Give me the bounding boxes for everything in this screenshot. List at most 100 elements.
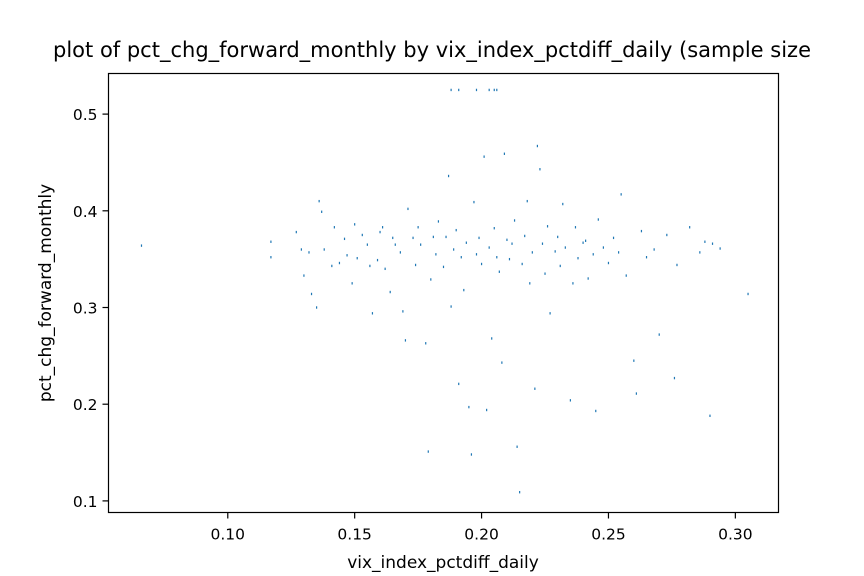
scatter-point bbox=[442, 265, 445, 269]
scatter-point bbox=[554, 250, 556, 253]
scatter-point bbox=[331, 264, 333, 268]
scatter-points bbox=[140, 88, 749, 494]
x-axis-ticks: 0.10 0.15 0.20 0.25 0.30 bbox=[211, 512, 753, 544]
scatter-point bbox=[321, 210, 323, 213]
scatter-point bbox=[618, 251, 620, 254]
scatter-point bbox=[666, 233, 668, 237]
scatter-point bbox=[399, 251, 401, 254]
scatter-point bbox=[458, 382, 460, 386]
scatter-point bbox=[354, 223, 356, 226]
scatter-point bbox=[521, 262, 523, 266]
scatter-point bbox=[747, 292, 749, 296]
scatter-point bbox=[376, 258, 379, 262]
scatter-point bbox=[425, 342, 427, 345]
scatter-point bbox=[640, 229, 643, 233]
scatter-point bbox=[658, 333, 660, 336]
scatter-point bbox=[458, 88, 460, 92]
x-tick-label: 0.20 bbox=[464, 526, 499, 544]
scatter-point bbox=[585, 239, 587, 242]
scatter-point bbox=[470, 453, 473, 456]
scatter-point bbox=[513, 219, 516, 222]
scatter-point bbox=[689, 226, 691, 229]
scatter-point bbox=[488, 246, 490, 249]
scatter-point bbox=[592, 253, 594, 256]
scatter-point bbox=[343, 237, 346, 241]
scatter-point bbox=[430, 278, 432, 281]
scatter-point bbox=[420, 243, 422, 246]
scatter-point bbox=[270, 240, 272, 243]
x-tick-label: 0.15 bbox=[337, 526, 372, 544]
scatter-point bbox=[711, 242, 714, 245]
scatter-point bbox=[381, 226, 384, 229]
scatter-point bbox=[526, 199, 528, 203]
scatter-point bbox=[414, 263, 417, 267]
scatter-point bbox=[633, 359, 635, 362]
scatter-point bbox=[351, 282, 353, 285]
scatter-point bbox=[478, 236, 480, 240]
scatter-point bbox=[534, 387, 536, 390]
scatter-point bbox=[432, 235, 434, 239]
scatter-point bbox=[333, 226, 335, 229]
scatter-point bbox=[371, 312, 374, 315]
scatter-point bbox=[607, 261, 610, 265]
scatter-point bbox=[445, 235, 447, 239]
scatter-point bbox=[447, 174, 450, 178]
scatter-point bbox=[602, 246, 604, 249]
scatter-point bbox=[468, 405, 470, 409]
plot-area-frame bbox=[107, 72, 780, 514]
scatter-point bbox=[270, 256, 272, 259]
x-tick-label: 0.30 bbox=[718, 526, 753, 544]
scatter-point bbox=[338, 261, 341, 265]
scatter-point bbox=[709, 414, 711, 417]
scatter-point bbox=[435, 253, 437, 256]
scatter-point bbox=[597, 218, 599, 221]
y-tick-label: 0.4 bbox=[73, 203, 98, 221]
scatter-point bbox=[392, 236, 394, 240]
scatter-point bbox=[384, 267, 386, 271]
scatter-point bbox=[582, 241, 584, 244]
scatter-point bbox=[549, 312, 551, 315]
scatter-point bbox=[541, 242, 544, 245]
scatter-point bbox=[587, 277, 589, 280]
scatter-point bbox=[369, 264, 371, 268]
scatter-point bbox=[569, 399, 571, 402]
scatter-point bbox=[501, 361, 503, 364]
scatter-point bbox=[704, 240, 706, 243]
scatter-point bbox=[318, 199, 320, 203]
scatter-point bbox=[140, 244, 143, 247]
scatter-point bbox=[417, 226, 419, 229]
scatter-point bbox=[437, 220, 440, 223]
scatter-point bbox=[316, 306, 318, 309]
scatter-point bbox=[498, 270, 500, 273]
scatter-point bbox=[486, 408, 488, 412]
scatter-point bbox=[625, 274, 627, 277]
scatter-point bbox=[676, 263, 678, 267]
scatter-point bbox=[480, 262, 483, 266]
y-tick-label: 0.1 bbox=[73, 493, 98, 511]
scatter-point bbox=[407, 207, 409, 211]
scatter-point bbox=[412, 236, 414, 240]
scatter-point bbox=[612, 236, 615, 240]
scatter-point bbox=[300, 248, 302, 251]
scatter-point bbox=[303, 274, 305, 277]
x-tick-label: 0.10 bbox=[211, 526, 246, 544]
x-axis-label: vix_index_pctdiff_daily bbox=[347, 553, 539, 573]
scatter-point bbox=[620, 193, 622, 196]
scatter-point bbox=[519, 490, 521, 494]
scatter-point bbox=[394, 243, 396, 246]
scatter-point bbox=[719, 247, 721, 250]
scatter-point bbox=[503, 152, 506, 155]
scatter-point bbox=[544, 272, 546, 275]
chart-title: plot of pct_chg_forward_monthly by vix_i… bbox=[53, 38, 811, 63]
scatter-point bbox=[559, 264, 561, 268]
scatter-point bbox=[699, 251, 701, 254]
scatter-point bbox=[465, 241, 467, 244]
scatter-point bbox=[557, 235, 559, 239]
scatter-point bbox=[346, 254, 348, 257]
scatter-point bbox=[427, 450, 429, 453]
scatter-point bbox=[389, 290, 391, 294]
scatter-point bbox=[463, 288, 465, 292]
y-tick-label: 0.2 bbox=[73, 396, 98, 414]
scatter-point bbox=[295, 230, 297, 234]
